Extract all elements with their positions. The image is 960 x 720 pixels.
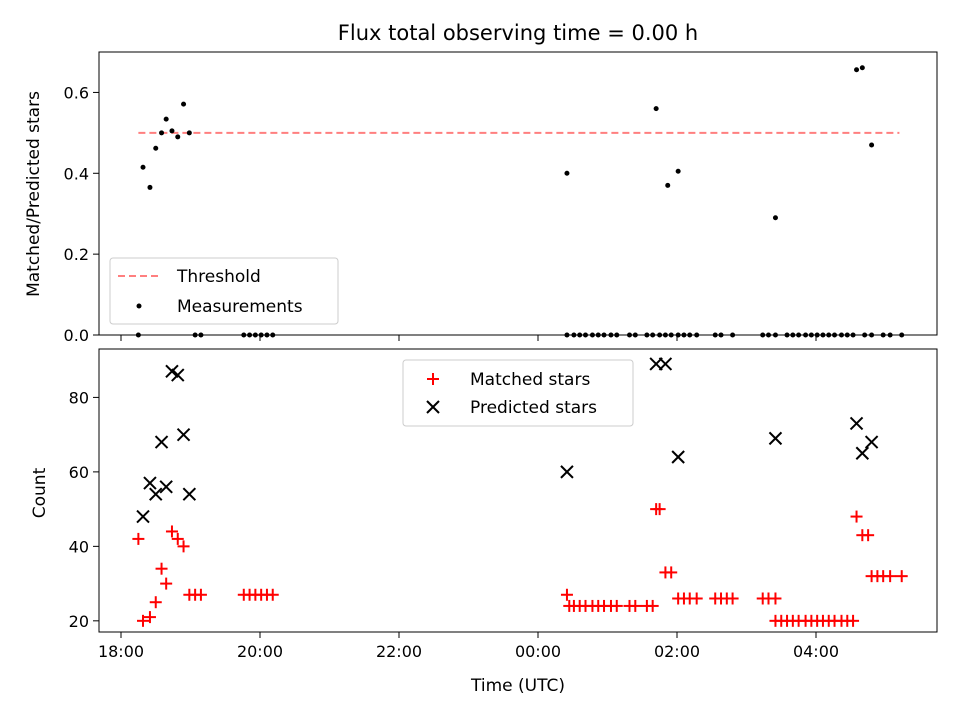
matched-stars-point (653, 503, 666, 516)
matched-stars-point (160, 577, 173, 590)
matched-stars-point (560, 588, 573, 601)
top-y-tick-label: 0.4 (64, 164, 89, 183)
measurements-point (854, 67, 860, 73)
measurements-point (169, 128, 175, 134)
measurements-point (181, 101, 187, 107)
matched-stars-point (847, 614, 860, 627)
matched-stars-point (165, 525, 178, 538)
legend-predicted-label: Predicted stars (470, 398, 597, 418)
bottom-y-axis-label: Count (30, 467, 50, 518)
matched-stars-point (690, 592, 703, 605)
predicted-stars-point (149, 487, 163, 501)
top-panel: 0.0 0.2 0.4 0.6 Matched/Predicted stars Thr… (24, 51, 938, 345)
matched-stars-point (862, 529, 875, 542)
measurements-point (665, 182, 671, 188)
predicted-stars-point (136, 509, 150, 524)
bottom-y-tick-label: 80 (69, 388, 89, 407)
measurements-point (564, 170, 570, 176)
legend-matched-marker (427, 373, 439, 385)
top-plot-frame (98, 51, 938, 336)
measurements-point (186, 130, 192, 136)
predicted-stars-point (165, 364, 179, 379)
legend-threshold-label: Threshold (176, 267, 261, 287)
legend-matched-label: Matched stars (470, 370, 590, 390)
predicted-stars-point (855, 446, 870, 460)
bottom-legend: Matched stars Predicted stars (402, 359, 634, 427)
matched-stars-point (132, 532, 145, 545)
bottom-panel: 20 40 60 80 18:00 20:00 22:00 00:00 02:00 04:00 C… (30, 348, 938, 696)
legend-measurements-marker (136, 303, 142, 309)
measurements-point (859, 65, 865, 71)
measurements-point (163, 116, 169, 122)
matched-stars-point (610, 599, 623, 612)
measurements-point (140, 164, 146, 170)
matched-stars-point (769, 592, 782, 605)
measurements-point (175, 134, 181, 140)
matched-stars-point (171, 532, 184, 545)
predicted-stars-point (849, 416, 864, 431)
matched-stars-point (143, 611, 156, 624)
measurements-point (772, 215, 778, 221)
predicted-stars-point (143, 476, 157, 490)
bottom-y-tick-label: 60 (69, 463, 89, 482)
bottom-y-tick-label: 40 (69, 537, 89, 556)
legend-predicted-marker (426, 400, 440, 414)
measurements-point (153, 145, 159, 151)
predicted-stars-point (171, 368, 185, 382)
predicted-stars-point (176, 427, 191, 442)
legend-measurements-label: Measurements (177, 297, 303, 317)
predicted-stars-point (658, 357, 673, 371)
matched-stars-point (149, 596, 162, 609)
top-y-tick-label: 0.2 (64, 245, 89, 264)
predicted-stars-point (560, 465, 574, 479)
measurements-point (159, 130, 165, 136)
matched-stars-point (137, 614, 150, 627)
predicted-stars-point (154, 435, 169, 449)
x-tick-label: 00:00 (515, 642, 561, 661)
predicted-stars-point (768, 431, 783, 446)
top-y-tick-label: 0.6 (64, 83, 89, 102)
x-axis-label: Time (UTC) (470, 676, 565, 696)
chart-title: Flux total observing time = 0.00 h (338, 21, 698, 45)
predicted-stars-point (182, 487, 197, 501)
x-tick-label: 20:00 (237, 642, 283, 661)
matched-stars-point (895, 570, 908, 583)
predicted-stars-point (159, 480, 173, 494)
top-y-axis-label: Matched/Predicted stars (24, 91, 44, 297)
matched-stars-point (629, 599, 642, 612)
matched-stars-point (155, 562, 168, 575)
x-tick-label: 02:00 (654, 642, 700, 661)
matched-stars-point (266, 588, 279, 601)
matched-stars-point (665, 566, 678, 579)
matched-stars-point (646, 599, 659, 612)
bottom-legend-box (402, 359, 634, 427)
top-legend: Threshold Measurements (109, 257, 339, 325)
matched-stars-point (884, 570, 897, 583)
bottom-plot-frame (98, 348, 938, 633)
bottom-y-tick-label: 20 (69, 612, 89, 631)
x-tick-label: 04:00 (793, 642, 839, 661)
x-tick-label: 18:00 (98, 642, 144, 661)
measurements-point (147, 184, 153, 190)
matched-stars-point (177, 540, 190, 553)
x-tick-label: 22:00 (376, 642, 422, 661)
measurements-point (675, 168, 681, 174)
matched-stars-point (726, 592, 739, 605)
top-y-tick-label: 0.0 (64, 326, 89, 345)
predicted-stars-point (864, 435, 879, 449)
measurements-point (653, 106, 659, 112)
predicted-stars-point (671, 450, 685, 464)
matched-stars-point (194, 588, 207, 601)
measurements-point (869, 142, 875, 148)
top-legend-box (109, 257, 339, 325)
matched-stars-point (850, 510, 863, 523)
